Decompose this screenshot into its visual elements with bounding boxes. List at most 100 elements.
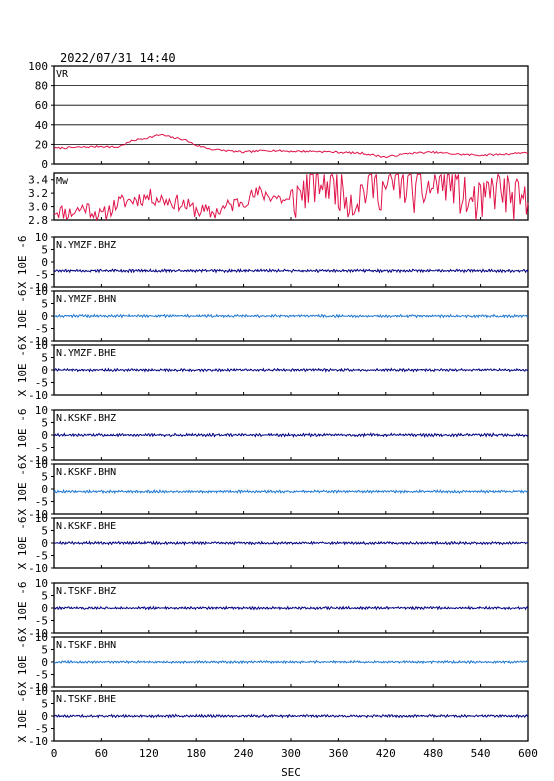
y-tick-label: -10: [28, 508, 48, 521]
y-tick-label: 10: [35, 339, 48, 352]
y-tick-label: 5: [41, 698, 48, 711]
y-tick-label: -10: [28, 281, 48, 294]
y-tick-label: 10: [35, 404, 48, 417]
y-tick-label: 10: [35, 577, 48, 590]
y-tick-label: 5: [41, 644, 48, 657]
panel-label: N.TSKF.BHZ: [56, 586, 116, 597]
panel-label: VR: [56, 69, 69, 80]
y-tick-label: 10: [35, 285, 48, 298]
y-tick-label: 5: [41, 298, 48, 311]
y-tick-label: 5: [41, 590, 48, 603]
y-tick-label: 5: [41, 244, 48, 257]
panel-label: N.TSKF.BHN: [56, 640, 116, 651]
panel-label: N.KSKF.BHN: [56, 467, 116, 478]
y-tick-label: -5: [35, 723, 48, 736]
y-tick-label: 60: [35, 99, 48, 112]
x-tick-label: 180: [186, 747, 206, 760]
y-tick-label: -10: [28, 627, 48, 640]
series-line: [53, 172, 529, 222]
panel-label: N.YMZF.BHN: [56, 294, 116, 305]
y-unit-label: X 10E -6: [16, 690, 29, 743]
y-tick-label: -10: [28, 389, 48, 402]
y-tick-label: 10: [35, 631, 48, 644]
y-tick-label: 0: [41, 537, 48, 550]
x-tick-label: 0: [51, 747, 58, 760]
panel-mw: 2.83.03.23.4 Mw: [28, 172, 529, 227]
x-tick-label: 360: [328, 747, 348, 760]
panel-frame: [53, 463, 529, 515]
y-tick-label: 3.0: [28, 201, 48, 214]
x-tick-label: 540: [471, 747, 491, 760]
series-line: [53, 605, 529, 611]
series-line: [53, 713, 529, 719]
x-tick-label: 480: [423, 747, 443, 760]
x-tick-label: 420: [376, 747, 396, 760]
panel-label: Mw: [56, 176, 69, 187]
x-tick-label: 300: [281, 747, 301, 760]
y-tick-label: -10: [28, 454, 48, 467]
figure-title: 2022/07/31 14:40: [60, 51, 176, 65]
y-tick-label: 5: [41, 525, 48, 538]
y-unit-label: X 10E -6: [16, 463, 29, 516]
panel-label: N.YMZF.BHE: [56, 348, 116, 359]
x-axis: 0 60 120 180 240 300 360 420 480 540 600: [51, 747, 538, 760]
y-tick-label: 0: [41, 656, 48, 669]
y-tick-label: 100: [28, 60, 48, 73]
panel-label: N.KSKF.BHE: [56, 521, 116, 532]
y-unit-label: X 10E -6: [16, 582, 29, 635]
y-tick-label: 5: [41, 352, 48, 365]
y-tick-label: 40: [35, 119, 48, 132]
y-unit-label: X 10E -6: [16, 290, 29, 343]
x-tick-label: 240: [234, 747, 254, 760]
y-tick-label: 20: [35, 138, 48, 151]
y-tick-label: -10: [28, 335, 48, 348]
y-tick-label: 2.8: [28, 214, 48, 227]
y-tick-label: 0: [41, 256, 48, 269]
y-unit-label: X 10E -6: [16, 344, 29, 397]
y-tick-label: 5: [41, 417, 48, 430]
series-line: [53, 540, 529, 546]
series-line: [53, 134, 529, 159]
panel-frame: [53, 236, 529, 288]
y-tick-label: 0: [41, 602, 48, 615]
y-unit-label: X 10E -6: [16, 636, 29, 689]
y-tick-label: -10: [28, 681, 48, 694]
series-line: [53, 268, 529, 274]
x-tick-label: 60: [95, 747, 108, 760]
y-tick-label: -5: [35, 550, 48, 563]
y-tick-label: -5: [35, 442, 48, 455]
series-line: [53, 659, 529, 665]
y-tick-label: 3.2: [28, 187, 48, 200]
panel-label: N.TSKF.BHE: [56, 694, 116, 705]
series-line: [53, 432, 529, 438]
y-unit-label: X 10E -6: [16, 236, 29, 289]
y-tick-label: 0: [41, 310, 48, 323]
x-axis-label: SEC: [281, 766, 301, 779]
y-tick-label: -5: [35, 669, 48, 682]
y-tick-label: 5: [41, 471, 48, 484]
panel-label: N.YMZF.BHZ: [56, 240, 116, 251]
y-tick-label: 10: [35, 512, 48, 525]
series-line: [53, 313, 529, 319]
y-tick-label: 10: [35, 458, 48, 471]
y-tick-label: -5: [35, 496, 48, 509]
y-tick-label: 0: [41, 158, 48, 171]
series-line: [53, 488, 529, 495]
y-tick-label: 10: [35, 231, 48, 244]
y-tick-label: -10: [28, 562, 48, 575]
y-tick-label: 3.4: [28, 174, 48, 187]
y-tick-label: 0: [41, 429, 48, 442]
series-line: [53, 367, 529, 373]
panel-label: N.KSKF.BHZ: [56, 413, 116, 424]
y-tick-label: -10: [28, 735, 48, 748]
y-unit-label: X 10E -6: [16, 409, 29, 462]
x-tick-label: 120: [139, 747, 159, 760]
